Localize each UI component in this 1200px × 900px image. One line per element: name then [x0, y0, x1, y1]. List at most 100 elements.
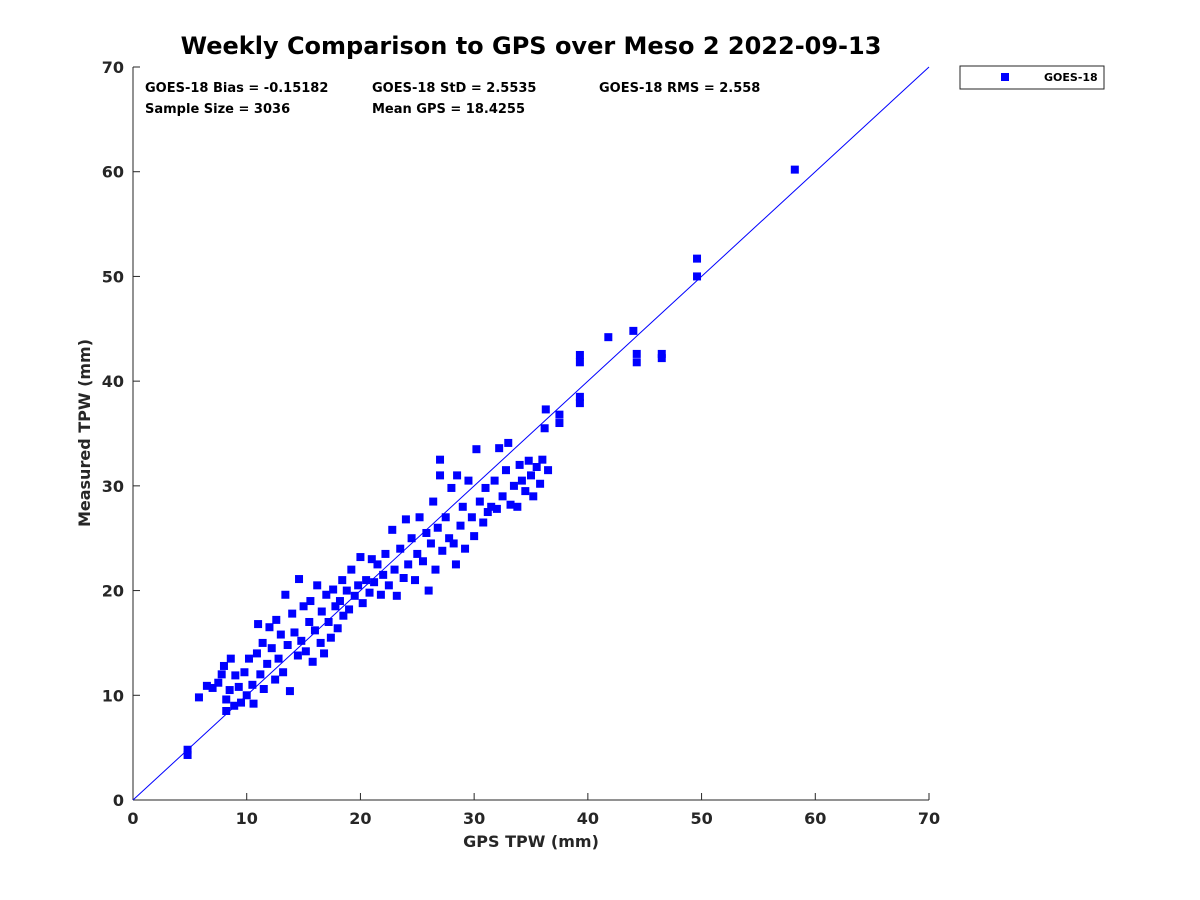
data-point [790, 165, 799, 174]
data-point [529, 492, 538, 501]
data-point [376, 590, 385, 599]
data-point [267, 644, 276, 653]
data-point [322, 590, 331, 599]
data-points [183, 165, 799, 759]
data-point [657, 349, 666, 358]
data-point [429, 497, 438, 506]
data-point [396, 544, 405, 553]
data-point [453, 471, 462, 480]
data-point [316, 638, 325, 647]
y-tick-label: 50 [102, 267, 124, 286]
data-point [436, 455, 445, 464]
data-point [226, 654, 235, 663]
data-point [230, 701, 239, 710]
data-point [540, 424, 549, 433]
data-point [242, 691, 251, 700]
data-point [575, 358, 584, 367]
data-point [467, 513, 476, 522]
data-point [329, 585, 338, 594]
y-tick-label: 40 [102, 372, 124, 391]
data-point [490, 476, 499, 485]
data-point [308, 657, 317, 666]
x-tick-label: 60 [804, 809, 826, 828]
plot-area: 0 10 20 30 40 50 60 70 0 10 20 30 40 50 60 70 [102, 58, 940, 828]
data-point [350, 591, 359, 600]
data-point [479, 518, 488, 527]
data-point [441, 513, 450, 522]
data-point [231, 671, 240, 680]
data-point [404, 560, 413, 569]
data-point [373, 560, 382, 569]
data-point [693, 272, 702, 281]
data-point [632, 358, 641, 367]
data-point [392, 591, 401, 600]
data-point [301, 647, 310, 656]
data-point [447, 483, 456, 492]
data-point [458, 502, 467, 511]
x-tick-label: 40 [577, 809, 599, 828]
data-point [370, 578, 379, 587]
x-tick-label: 30 [463, 809, 485, 828]
data-point [483, 508, 492, 517]
stat-mean-gps: Mean GPS = 18.4255 [372, 102, 525, 117]
stats-annotations: GOES-18 Bias = -0.15182 GOES-18 StD = 2.… [145, 81, 760, 117]
data-point [513, 502, 522, 511]
y-tick-label: 10 [102, 686, 124, 705]
stat-sample-size: Sample Size = 3036 [145, 102, 290, 117]
data-point [426, 539, 435, 548]
data-point [390, 565, 399, 574]
data-point [237, 698, 246, 707]
data-point [259, 685, 268, 694]
data-point [379, 570, 388, 579]
data-point [449, 539, 458, 548]
data-point [411, 576, 420, 585]
data-point [258, 638, 267, 647]
data-point [461, 544, 470, 553]
data-point [504, 438, 513, 447]
data-point [335, 597, 344, 606]
data-point [362, 576, 371, 585]
data-point [517, 476, 526, 485]
data-point [401, 515, 410, 524]
y-ticks: 0 10 20 30 40 50 60 70 [102, 58, 140, 810]
data-point [358, 599, 367, 608]
y-tick-label: 0 [113, 791, 124, 810]
data-point [305, 617, 314, 626]
data-point [299, 602, 308, 611]
data-point [217, 670, 226, 679]
data-point [632, 349, 641, 358]
data-point [415, 513, 424, 522]
data-point [293, 651, 302, 660]
data-point [506, 500, 515, 509]
data-point [527, 471, 535, 480]
data-point [524, 456, 533, 465]
y-axis-label: Measured TPW (mm) [75, 339, 94, 527]
data-point [222, 695, 231, 704]
data-point [313, 581, 322, 590]
data-point [297, 636, 306, 645]
data-point [487, 502, 496, 511]
data-point [492, 504, 501, 513]
data-point [445, 534, 454, 543]
data-point [657, 354, 666, 363]
data-point [342, 586, 351, 595]
data-point [515, 460, 524, 469]
data-point [310, 626, 319, 635]
data-point [265, 623, 274, 632]
data-point [431, 565, 440, 574]
data-point [194, 693, 203, 702]
data-point [333, 624, 342, 633]
data-point [388, 525, 397, 534]
data-point [183, 745, 192, 754]
data-point [509, 481, 518, 490]
data-point [481, 483, 490, 492]
data-point [693, 254, 702, 263]
data-point [219, 661, 228, 670]
data-point [532, 463, 541, 472]
data-point [356, 553, 365, 562]
data-point [365, 588, 374, 597]
data-point [464, 476, 473, 485]
data-point [290, 628, 299, 637]
data-point [285, 687, 294, 696]
